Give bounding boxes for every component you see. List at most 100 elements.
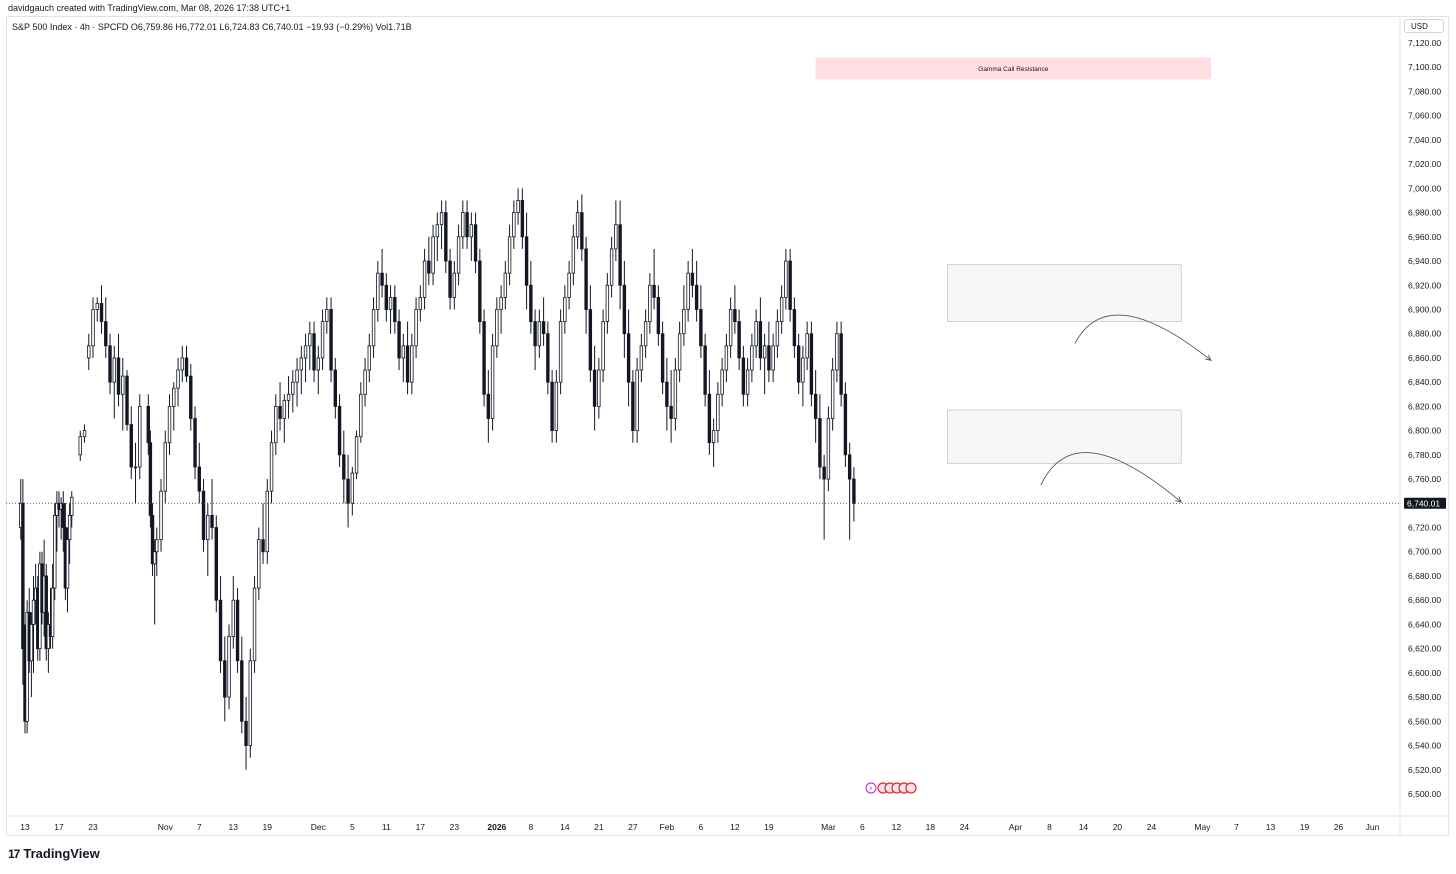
tradingview-logo[interactable]: 17 TradingView (8, 846, 100, 861)
price-tick-label: 6,920.00 (1408, 280, 1441, 290)
candle (410, 333, 414, 395)
event-marker-lightning-icon[interactable] (865, 782, 877, 794)
drawing-layer[interactable]: Gamma Call Resistance (815, 57, 1211, 464)
candle-body-down (184, 357, 189, 377)
price-tick-label: 6,880.00 (1408, 329, 1441, 339)
gamma-call-resistance-zone[interactable] (815, 57, 1211, 80)
candle-body-up (682, 309, 686, 335)
candle-body-down (333, 369, 338, 407)
candle (635, 357, 639, 443)
candle (252, 575, 257, 673)
candle (656, 285, 661, 346)
candle-body-up (371, 309, 376, 347)
candle-body-up (53, 515, 57, 589)
last-price-tag-text: 6,740.01 (1407, 498, 1440, 508)
candle (716, 382, 720, 443)
candle-body-down (125, 375, 129, 425)
candle (584, 236, 588, 334)
candle (320, 309, 325, 371)
candle (529, 261, 533, 334)
supply-zone-box[interactable] (947, 409, 1182, 464)
candle-body-up (376, 272, 380, 310)
candle-body-down (346, 478, 350, 504)
candle (575, 200, 580, 249)
candle-body-down (148, 442, 153, 516)
candle (312, 321, 316, 383)
candle (227, 624, 231, 710)
candle (397, 309, 401, 371)
candle (643, 309, 648, 358)
candle (44, 563, 48, 661)
candle (618, 200, 622, 310)
event-marker-us-flag-icon[interactable] (905, 782, 917, 794)
candle-body-up (87, 345, 91, 359)
candle-body-down (240, 660, 244, 722)
candle-body-up (439, 212, 444, 226)
time-tick-label: 17 (54, 822, 64, 832)
candle (193, 406, 197, 480)
candle (588, 285, 593, 383)
candle-body-down (99, 303, 104, 322)
currency-selector[interactable]: USD (1404, 19, 1444, 33)
candle (435, 212, 440, 262)
candle (754, 309, 758, 358)
candle (775, 309, 780, 358)
candle-body-down (21, 502, 25, 650)
candle-body-up (367, 345, 372, 371)
candle (350, 466, 355, 516)
price-tick-label: 6,760.00 (1408, 474, 1441, 484)
candle-body-down (533, 321, 537, 347)
candle (146, 394, 150, 455)
candle-body-down (393, 296, 397, 322)
candle (558, 309, 563, 395)
price-tick-label: 6,700.00 (1408, 547, 1441, 557)
candle-body-up (176, 369, 180, 389)
projection-arrows[interactable] (1040, 314, 1212, 503)
time-tick-label: Jun (1366, 822, 1380, 832)
candle (82, 424, 87, 443)
candle-body-up (597, 369, 601, 407)
candle-body-up (172, 387, 176, 407)
tradingview-logo-text: TradingView (23, 846, 100, 861)
candle (333, 357, 338, 419)
price-tick-label: 6,560.00 (1408, 716, 1441, 726)
projection-arrow-path[interactable] (1040, 452, 1182, 503)
candle (516, 188, 520, 225)
candle-body-up (422, 260, 427, 298)
candle-body-down (129, 424, 133, 468)
candle-body-up (750, 345, 754, 371)
candle-body-up (414, 309, 418, 347)
candle (486, 370, 491, 443)
time-tick-label: 12 (892, 822, 902, 832)
candle-body-up (350, 472, 355, 504)
time-tick-label: 2026 (487, 822, 506, 832)
price-tick-label: 6,660.00 (1408, 595, 1441, 605)
candle (567, 261, 571, 310)
candle-body-down (656, 296, 661, 335)
candle (622, 261, 627, 358)
symbol-legend[interactable]: S&P 500 Index · 4h · SPCFD O6,759.86 H6,… (12, 22, 412, 32)
price-tick-label: 7,060.00 (1408, 111, 1441, 121)
candle-body-up (206, 515, 210, 541)
candle-body-up (490, 345, 495, 419)
time-tick-label: 20 (1113, 822, 1123, 832)
projection-arrow-path[interactable] (1074, 314, 1212, 361)
candle (363, 357, 367, 407)
candle (116, 333, 121, 407)
candle-body-down (813, 393, 818, 419)
candle (418, 285, 423, 322)
candle (801, 345, 805, 407)
supply-zone-box[interactable] (947, 264, 1182, 322)
price-tick-label: 6,500.00 (1408, 789, 1441, 799)
candle-body-up (601, 321, 605, 371)
candle (830, 357, 835, 431)
candle-body-up (295, 369, 299, 383)
event-markers[interactable]: ⚡ (865, 782, 917, 794)
candle-body-down (108, 345, 112, 383)
candle (682, 285, 686, 346)
time-axis[interactable]: 13 17 23 Nov 7 13 19 Dec 5 11 17 23 2026 8 14 21 27 Feb 6 1… (20, 822, 1379, 832)
candle (741, 345, 746, 407)
price-axis[interactable]: 7,120.00 7,100.00 7,080.00 7,060.00 7,040.00… (1408, 38, 1441, 799)
time-tick-label: 8 (1047, 822, 1052, 832)
